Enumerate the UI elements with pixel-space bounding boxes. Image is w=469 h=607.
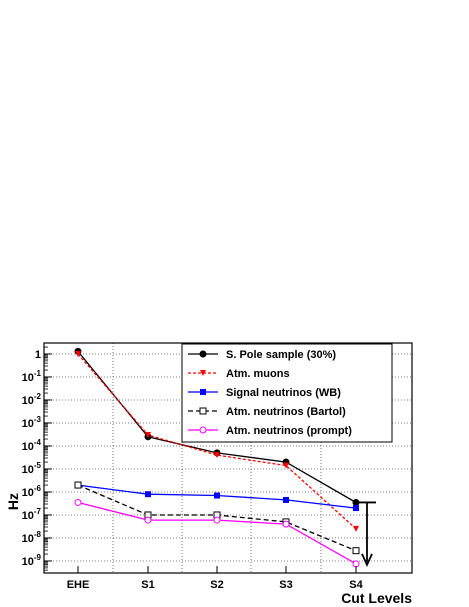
legend-marker xyxy=(200,389,206,395)
x-tick-label: S1 xyxy=(141,579,154,591)
y-tick-label: 10-2 xyxy=(22,392,42,407)
y-tick-label: 10-7 xyxy=(22,507,42,522)
axis-ticks: 1 10-1 10-2 10-3 10-4 10-5 10-6 10-7 10-8 10-9 EHE… xyxy=(22,342,364,591)
x-tick-label: EHE xyxy=(67,579,90,591)
legend-label: S. Pole sample (30%) xyxy=(226,349,336,361)
data-point xyxy=(144,516,152,524)
data-point xyxy=(145,432,151,438)
y-tick-label: 10-5 xyxy=(22,461,42,476)
y-axis-title: Hz xyxy=(5,493,21,510)
data-point xyxy=(353,505,359,512)
y-tick-label: 10-6 xyxy=(22,484,42,499)
data-point xyxy=(74,498,82,506)
data-point xyxy=(214,492,220,499)
data-point xyxy=(74,481,82,489)
data-point xyxy=(75,350,81,357)
legend-label: Atm. neutrinos (Bartol) xyxy=(226,406,346,418)
x-tick-label: S4 xyxy=(349,579,363,591)
series-layer xyxy=(74,347,360,568)
data-point xyxy=(352,547,360,555)
y-tick-label: 10-4 xyxy=(22,438,42,453)
legend-marker xyxy=(199,350,207,358)
arrow-head xyxy=(361,553,373,568)
data-point xyxy=(282,520,290,528)
annotation-layer xyxy=(358,501,376,568)
data-point xyxy=(352,560,360,568)
data-point xyxy=(353,525,359,532)
legend-label: Signal neutrinos (WB) xyxy=(226,387,341,399)
data-point xyxy=(214,452,220,459)
y-tick-label: 1 xyxy=(35,349,41,361)
data-point xyxy=(283,462,289,469)
legend: S. Pole sample (30%) Atm. muons Signal neu… xyxy=(181,343,393,443)
x-tick-label: S2 xyxy=(210,579,223,591)
data-point xyxy=(145,491,151,498)
legend-box xyxy=(181,343,393,443)
series-line xyxy=(77,353,357,530)
legend-marker xyxy=(200,370,206,376)
y-tick-label: 10-9 xyxy=(22,553,42,568)
x-axis-title: Cut Levels xyxy=(341,590,412,606)
legend-marker xyxy=(199,407,207,415)
legend-label: Atm. muons xyxy=(226,368,290,380)
y-tick-label: 10-3 xyxy=(22,415,42,430)
x-tick-label: S3 xyxy=(279,579,292,591)
data-point xyxy=(283,496,289,503)
data-point xyxy=(213,516,221,524)
y-tick-label: 10-1 xyxy=(22,369,42,384)
legend-marker xyxy=(199,426,207,434)
legend-label: Atm. neutrinos (prompt) xyxy=(226,425,352,437)
y-tick-label: 10-8 xyxy=(22,530,42,545)
